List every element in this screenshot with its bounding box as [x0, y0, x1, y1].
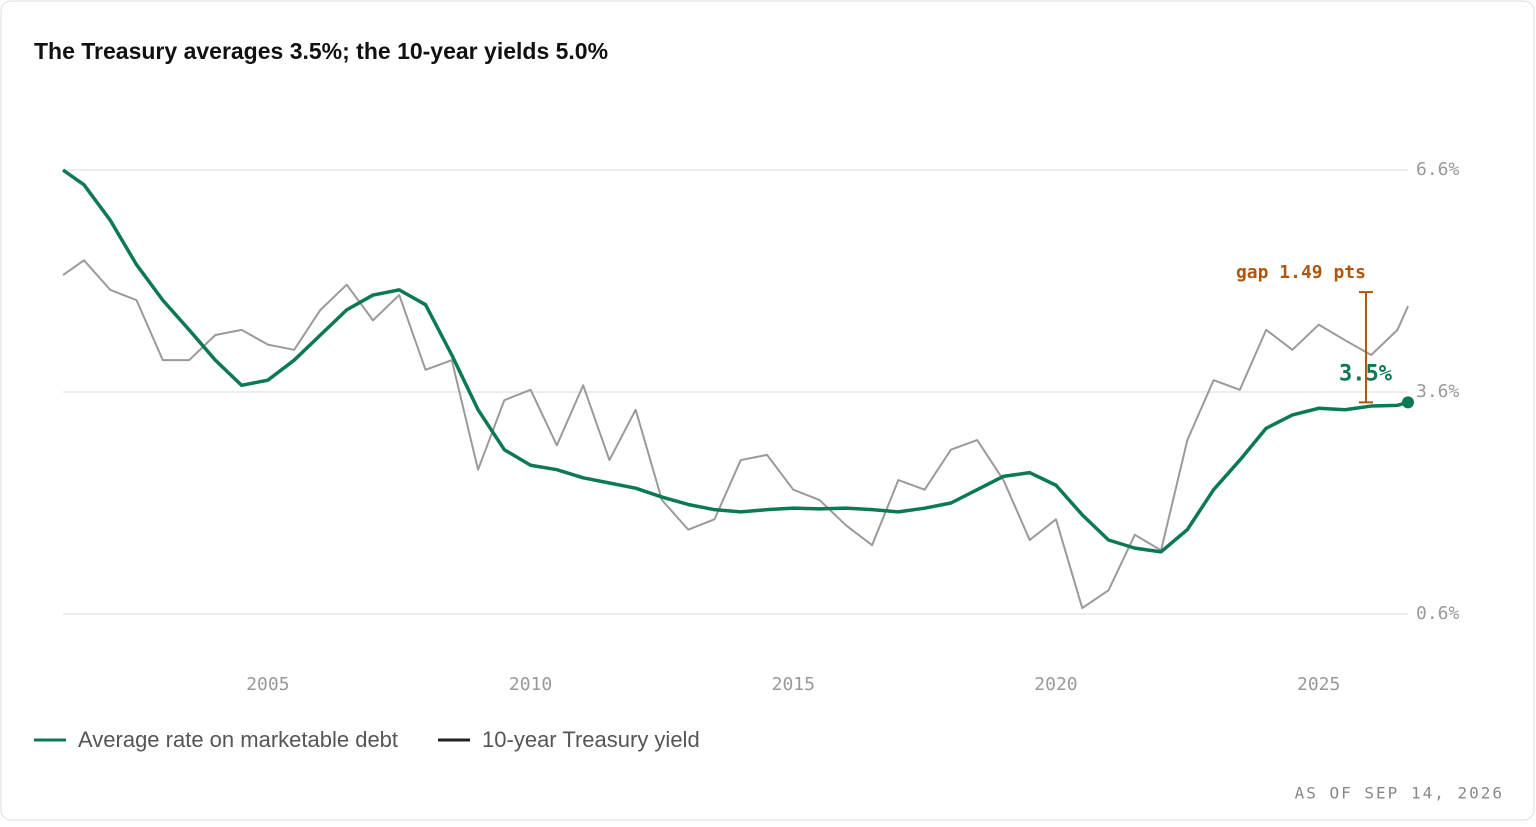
footnote: AS OF SEP 14, 2026 — [1295, 784, 1504, 803]
y-tick-label: 0.6% — [1416, 603, 1460, 624]
y-tick-label: 3.6% — [1416, 381, 1460, 402]
gap-label: gap 1.49 pts — [1236, 262, 1366, 283]
legend-label: Average rate on marketable debt — [78, 727, 398, 752]
x-tick-label: 2005 — [246, 674, 289, 695]
x-tick-label: 2025 — [1297, 674, 1340, 695]
chart-title: The Treasury averages 3.5%; the 10-year … — [34, 38, 608, 64]
legend-label: 10-year Treasury yield — [482, 727, 700, 752]
end-point — [1402, 396, 1414, 409]
y-tick-label: 6.6% — [1416, 159, 1460, 180]
x-tick-label: 2010 — [509, 674, 552, 695]
series-line — [62, 259, 1409, 610]
series-line — [61, 168, 1409, 554]
x-tick-label: 2015 — [772, 674, 815, 695]
x-tick-label: 2020 — [1034, 674, 1077, 695]
